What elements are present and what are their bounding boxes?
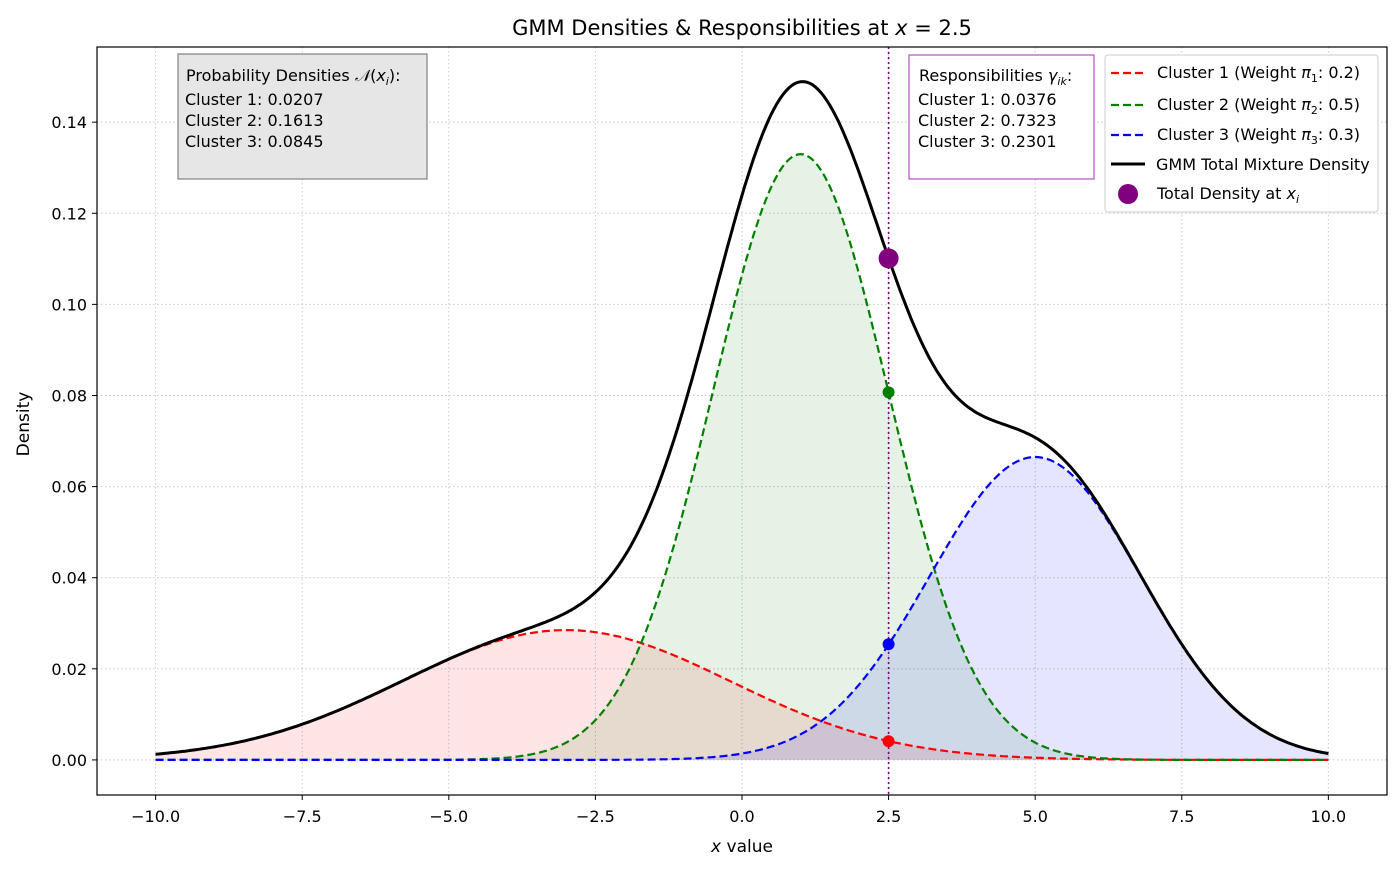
density-cluster-2: Cluster 2: 0.1613 xyxy=(185,111,324,130)
legend-label-total: GMM Total Mixture Density xyxy=(1156,155,1370,174)
cluster-1-curve xyxy=(155,629,1329,761)
x-tick-label: 5.0 xyxy=(1022,807,1047,826)
responsibilities-box: Responsibilities γik: Cluster 1: 0.0376 … xyxy=(908,54,1095,180)
legend-label-cluster-3: Cluster 3 (Weight π3: 0.3) xyxy=(1157,125,1360,147)
densities-box-title: Probability Densities 𝒩(xi): xyxy=(186,66,400,88)
y-axis-label: Density xyxy=(14,392,34,457)
x-axis-label: x value xyxy=(710,837,773,857)
legend-handle-marker xyxy=(1118,184,1138,204)
cluster-1-marker-point xyxy=(882,735,895,748)
total-density-curve xyxy=(155,80,1329,756)
y-tick-label: 0.08 xyxy=(51,386,87,405)
y-tick-label: 0.14 xyxy=(51,113,87,132)
responsibility-cluster-3: Cluster 3: 0.2301 xyxy=(918,132,1057,151)
responsibility-cluster-1: Cluster 1: 0.0376 xyxy=(918,90,1057,109)
chart-title: GMM Densities & Responsibilities at x = … xyxy=(512,16,972,40)
x-tick-label: −7.5 xyxy=(283,807,322,826)
legend: Cluster 1 (Weight π1: 0.2) Cluster 2 (We… xyxy=(1104,54,1379,213)
densities-box: Probability Densities 𝒩(xi): Cluster 1: … xyxy=(177,53,428,180)
total-density-marker-point xyxy=(878,248,899,269)
plot-frame xyxy=(96,46,1388,796)
ticks: −10.0 −7.5 −5.0 −2.5 0.0 2.5 5.0 7.5 10.0 0.00 0.0… xyxy=(51,113,1346,826)
cluster-3-marker-point xyxy=(882,638,895,651)
cluster-3-fill xyxy=(155,457,1329,760)
responsibilities-box-title: Responsibilities γik: xyxy=(919,66,1072,88)
y-tick-label: 0.06 xyxy=(51,478,87,497)
density-cluster-1: Cluster 1: 0.0207 xyxy=(185,90,324,109)
fills xyxy=(155,154,1329,760)
legend-label-cluster-1: Cluster 1 (Weight π1: 0.2) xyxy=(1157,63,1360,85)
x-tick-label: −2.5 xyxy=(576,807,615,826)
density-cluster-3: Cluster 3: 0.0845 xyxy=(185,132,324,151)
legend-label-marker: Total Density at xi xyxy=(1156,184,1299,206)
x-tick-label: −5.0 xyxy=(429,807,468,826)
responsibility-cluster-2: Cluster 2: 0.7323 xyxy=(918,111,1057,130)
y-tick-label: 0.02 xyxy=(51,660,87,679)
y-tick-label: 0.12 xyxy=(51,204,87,223)
x-tick-label: 10.0 xyxy=(1311,807,1347,826)
x-tick-label: −10.0 xyxy=(131,807,180,826)
y-tick-label: 0.10 xyxy=(51,295,87,314)
x-tick-label: 7.5 xyxy=(1169,807,1194,826)
x-tick-label: 2.5 xyxy=(876,807,901,826)
y-tick-label: 0.04 xyxy=(51,569,87,588)
cluster-1-fill xyxy=(155,630,1329,760)
y-tick-label: 0.00 xyxy=(51,751,87,770)
lines xyxy=(155,47,1329,795)
x-tick-label: 0.0 xyxy=(729,807,754,826)
cluster-2-marker-point xyxy=(882,386,895,399)
cluster-2-fill xyxy=(155,154,1329,760)
legend-label-cluster-2: Cluster 2 (Weight π2: 0.5) xyxy=(1157,95,1360,117)
